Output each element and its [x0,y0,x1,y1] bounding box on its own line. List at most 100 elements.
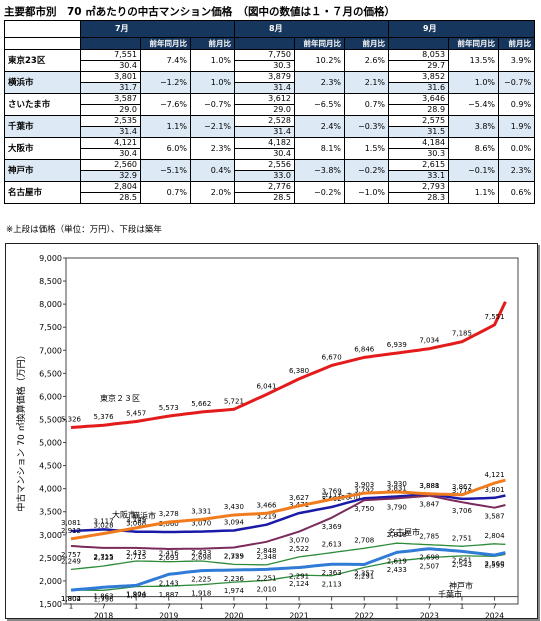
data-label: 1,796 [94,595,115,603]
yoy-cell: 1.0% [448,71,500,94]
data-label: 3,331 [191,508,211,516]
age-cell: 31.7 [80,82,141,94]
line-chart: 1,500 2,000 2,500 3,000 3,500 4,000 4,500 5,000… [15,254,519,618]
data-label: 3,750 [354,505,374,513]
data-label: 2,757 [61,551,81,559]
data-label: 2,357 [354,569,374,577]
data-label: 2,698 [419,554,439,562]
data-label: 3,778 [452,487,472,495]
price-table: 7月 8月 9月 前年同月比 前月比 前年同月比 前月比 前年同月比 前月比 東京23区 7,551… [4,20,536,204]
data-label: 2,693 [159,554,179,562]
month-header: 8月 [234,20,390,38]
data-label: 3,094 [224,518,245,526]
yoy-cell: 6.0% [140,137,191,160]
age-cell: 28.3 [388,192,450,204]
x-tick-label: 7 [167,603,171,611]
yoy-cell: 3.8% [448,115,500,138]
data-label: 3,792 [354,486,374,494]
data-label: 5,457 [126,409,146,417]
month-header: 7月 [79,20,236,38]
x-tick-label: 1 [395,603,399,611]
data-label: 2,522 [289,545,309,553]
yoy-cell: 8.1% [294,137,346,160]
data-label: 7,551 [485,313,505,321]
data-label: 5,573 [159,404,179,412]
yoy-cell: 8.6% [448,137,500,160]
data-label: 2,363 [322,569,342,577]
y-tick-label: 7,000 [39,346,62,355]
x-tick-label: 7 [427,603,431,611]
mom-cell: 1.9% [498,115,536,138]
city-name: 東京23区 [4,49,81,72]
yoy-cell: 2.3% [294,71,346,94]
data-label: 3,430 [224,503,244,511]
yoy-cell: 13.5% [448,49,500,72]
data-label: 2,818 [387,531,407,539]
yoy-cell: −0.1% [448,159,500,182]
data-label: 3,847 [419,501,439,509]
mom-cell: 2.3% [189,137,236,160]
header-corner [4,20,81,38]
x-year-label: 2021 [290,612,309,618]
price-cell: 4,182 [234,137,296,149]
x-year-label: 2022 [355,612,374,618]
data-label: 2,613 [322,541,342,549]
price-cell: 3,879 [234,71,296,83]
price-cell: 2,615 [388,159,450,171]
y-tick-label: 8,000 [39,300,62,309]
price-cell: 3,646 [388,93,450,105]
data-label: 1,887 [159,591,179,599]
age-cell: 30.3 [234,60,296,72]
data-label: 2,348 [256,553,276,561]
y-tick-label: 8,500 [39,277,62,286]
header-corner-2 [4,37,81,50]
age-cell: 31.4 [234,126,296,138]
data-label: 2,124 [289,580,310,588]
data-label: 2,751 [452,534,472,542]
x-tick-label: 1 [264,603,268,611]
data-label: 3,081 [61,519,81,527]
data-label: 2,715 [126,553,146,561]
data-label: 5,721 [224,397,244,405]
series-line [70,301,507,429]
yoy-cell: 10.2% [294,49,346,72]
data-label: 7,185 [452,330,472,338]
x-year-label: 2019 [159,612,178,618]
price-cell: 7,551 [80,49,141,61]
mom-cell: 1.5% [344,137,390,160]
age-cell: 31.4 [234,82,296,94]
series-name-label: 名古屋市 [388,527,420,537]
x-tick-label: 7 [297,603,301,611]
data-label: 3,790 [387,503,407,511]
data-label: 2,725 [224,552,244,560]
data-label: 7,034 [419,337,440,345]
data-label: 3,060 [159,520,179,528]
data-label: 3,706 [452,507,473,515]
x-tick-label: 7 [492,603,496,611]
series-name-label: さいたま市 [321,491,361,501]
data-label: 3,627 [289,494,309,502]
data-label: 3,117 [94,517,114,525]
data-label: 6,670 [322,353,342,361]
data-label: 2,251 [256,574,276,582]
data-label: 5,326 [61,415,82,423]
x-tick-label: 7 [232,603,236,611]
chart-frame: 1,500 2,000 2,500 3,000 3,500 4,000 4,500 5,000… [5,243,538,619]
series-line [70,494,506,550]
price-cell: 2,528 [234,115,296,127]
y-tick-label: 1,500 [39,600,62,609]
y-tick-label: 2,000 [39,577,62,586]
x-year-label: 2024 [485,612,504,618]
data-label: 5,662 [191,400,211,408]
yoy-cell: −5.4% [448,93,500,116]
data-label: 2,619 [387,557,407,565]
mom-cell: 0.0% [498,137,536,160]
data-label: 2,291 [289,573,309,581]
city-name: 名古屋市 [4,181,81,204]
month-header: 9月 [388,20,536,38]
price-cell: 3,801 [80,71,141,83]
data-label: 1,918 [191,590,211,598]
series-name-label: 大阪市 [112,509,136,519]
data-label: 6,939 [387,341,407,349]
age-cell: 29.0 [80,104,141,116]
